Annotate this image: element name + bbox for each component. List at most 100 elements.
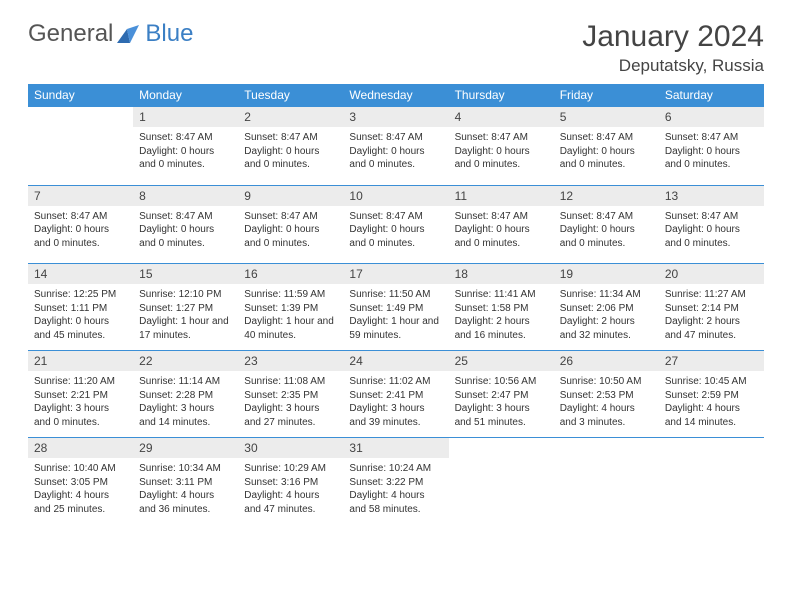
day-cell: Sunrise: 11:27 AMSunset: 2:14 PMDaylight… <box>659 284 764 351</box>
day-cell: Sunset: 8:47 AMDaylight: 0 hoursand 0 mi… <box>343 127 448 185</box>
day-detail-line: Sunset: 2:59 PM <box>665 389 758 403</box>
day-detail-line: Daylight: 4 hours <box>244 489 337 503</box>
day-number: 9 <box>238 185 343 206</box>
weekday-header: Wednesday <box>343 84 448 107</box>
day-content-row: Sunrise: 11:20 AMSunset: 2:21 PMDaylight… <box>28 371 764 438</box>
day-detail-line: Daylight: 0 hours <box>455 145 548 159</box>
weekday-header: Saturday <box>659 84 764 107</box>
day-detail-line: and 16 minutes. <box>455 329 548 343</box>
day-cell: Sunrise: 11:08 AMSunset: 2:35 PMDaylight… <box>238 371 343 438</box>
day-number: 12 <box>554 185 659 206</box>
day-detail-line: Sunrise: 10:50 AM <box>560 375 653 389</box>
day-detail-line: and 0 minutes. <box>665 158 758 172</box>
day-number: 18 <box>449 264 554 285</box>
day-detail-line: Sunrise: 11:41 AM <box>455 288 548 302</box>
day-detail-line: Sunset: 1:49 PM <box>349 302 442 316</box>
day-detail-line: and 0 minutes. <box>349 158 442 172</box>
day-cell: Sunset: 8:47 AMDaylight: 0 hoursand 0 mi… <box>238 127 343 185</box>
day-detail-line: Sunrise: 10:24 AM <box>349 462 442 476</box>
day-detail-line: Sunset: 3:05 PM <box>34 476 127 490</box>
day-cell <box>449 458 554 524</box>
day-detail-line: Sunrise: 11:08 AM <box>244 375 337 389</box>
day-detail-line: Daylight: 0 hours <box>665 223 758 237</box>
day-number <box>554 438 659 459</box>
day-cell: Sunset: 8:47 AMDaylight: 0 hoursand 0 mi… <box>343 206 448 264</box>
day-detail-line: Daylight: 4 hours <box>349 489 442 503</box>
day-cell: Sunset: 8:47 AMDaylight: 0 hoursand 0 mi… <box>133 206 238 264</box>
day-detail-line: Sunset: 8:47 AM <box>665 210 758 224</box>
day-cell: Sunrise: 10:40 AMSunset: 3:05 PMDaylight… <box>28 458 133 524</box>
day-detail-line: Sunset: 8:47 AM <box>665 131 758 145</box>
day-number: 3 <box>343 107 448 128</box>
day-number: 21 <box>28 351 133 372</box>
day-detail-line: Daylight: 3 hours <box>139 402 232 416</box>
day-number: 30 <box>238 438 343 459</box>
day-number: 23 <box>238 351 343 372</box>
day-detail-line: Daylight: 4 hours <box>665 402 758 416</box>
day-detail-line: Sunset: 1:11 PM <box>34 302 127 316</box>
day-number: 1 <box>133 107 238 128</box>
day-number: 27 <box>659 351 764 372</box>
logo-text-general: General <box>28 20 113 48</box>
day-cell: Sunset: 8:47 AMDaylight: 0 hoursand 0 mi… <box>133 127 238 185</box>
day-detail-line: and 0 minutes. <box>560 158 653 172</box>
day-cell: Sunset: 8:47 AMDaylight: 0 hoursand 0 mi… <box>554 206 659 264</box>
day-number: 20 <box>659 264 764 285</box>
day-detail-line: and 0 minutes. <box>349 237 442 251</box>
day-detail-line: and 0 minutes. <box>244 158 337 172</box>
day-detail-line: Sunset: 8:47 AM <box>560 131 653 145</box>
weekday-header: Monday <box>133 84 238 107</box>
day-detail-line: Sunset: 2:47 PM <box>455 389 548 403</box>
day-cell: Sunset: 8:47 AMDaylight: 0 hoursand 0 mi… <box>238 206 343 264</box>
day-cell: Sunrise: 10:56 AMSunset: 2:47 PMDaylight… <box>449 371 554 438</box>
logo-mark-icon <box>117 25 143 43</box>
day-cell: Sunrise: 11:34 AMSunset: 2:06 PMDaylight… <box>554 284 659 351</box>
day-detail-line: 17 minutes. <box>139 329 232 343</box>
day-detail-line: and 36 minutes. <box>139 503 232 517</box>
day-detail-line: Sunset: 8:47 AM <box>349 131 442 145</box>
day-detail-line: Sunrise: 10:56 AM <box>455 375 548 389</box>
day-number: 7 <box>28 185 133 206</box>
day-number: 15 <box>133 264 238 285</box>
day-cell: Sunrise: 10:29 AMSunset: 3:16 PMDaylight… <box>238 458 343 524</box>
day-detail-line: Daylight: 0 hours <box>244 223 337 237</box>
day-detail-line: Sunset: 8:47 AM <box>139 210 232 224</box>
day-detail-line: Daylight: 3 hours <box>34 402 127 416</box>
day-detail-line: Daylight: 3 hours <box>455 402 548 416</box>
day-detail-line: and 14 minutes. <box>139 416 232 430</box>
day-number: 14 <box>28 264 133 285</box>
day-detail-line: and 0 minutes. <box>34 416 127 430</box>
day-detail-line: Sunset: 3:22 PM <box>349 476 442 490</box>
day-number: 6 <box>659 107 764 128</box>
day-cell <box>28 127 133 185</box>
day-detail-line: and 45 minutes. <box>34 329 127 343</box>
logo: General Blue <box>28 20 193 48</box>
day-detail-line: Sunset: 8:47 AM <box>244 131 337 145</box>
day-detail-line: and 0 minutes. <box>455 158 548 172</box>
day-detail-line: Daylight: 1 hour and <box>139 315 232 329</box>
day-detail-line: Daylight: 0 hours <box>349 145 442 159</box>
day-detail-line: Sunrise: 11:34 AM <box>560 288 653 302</box>
day-cell: Sunset: 8:47 AMDaylight: 0 hoursand 0 mi… <box>28 206 133 264</box>
day-number: 24 <box>343 351 448 372</box>
day-number <box>449 438 554 459</box>
day-detail-line: 40 minutes. <box>244 329 337 343</box>
day-detail-line: Sunrise: 10:34 AM <box>139 462 232 476</box>
day-number-row: 21222324252627 <box>28 351 764 372</box>
day-cell: Sunrise: 11:41 AMSunset: 1:58 PMDaylight… <box>449 284 554 351</box>
day-cell: Sunset: 8:47 AMDaylight: 0 hoursand 0 mi… <box>659 206 764 264</box>
day-content-row: Sunset: 8:47 AMDaylight: 0 hoursand 0 mi… <box>28 206 764 264</box>
day-number: 10 <box>343 185 448 206</box>
day-content-row: Sunset: 8:47 AMDaylight: 0 hoursand 0 mi… <box>28 127 764 185</box>
day-cell: Sunrise: 10:34 AMSunset: 3:11 PMDaylight… <box>133 458 238 524</box>
day-detail-line: Sunset: 2:35 PM <box>244 389 337 403</box>
day-number-row: 28293031 <box>28 438 764 459</box>
day-number: 4 <box>449 107 554 128</box>
day-cell: Sunrise: 12:10 PMSunset: 1:27 PMDaylight… <box>133 284 238 351</box>
day-number: 31 <box>343 438 448 459</box>
day-number: 8 <box>133 185 238 206</box>
weekday-header: Tuesday <box>238 84 343 107</box>
day-cell: Sunrise: 10:45 AMSunset: 2:59 PMDaylight… <box>659 371 764 438</box>
day-cell: Sunrise: 11:50 AMSunset: 1:49 PMDaylight… <box>343 284 448 351</box>
day-detail-line: and 47 minutes. <box>244 503 337 517</box>
